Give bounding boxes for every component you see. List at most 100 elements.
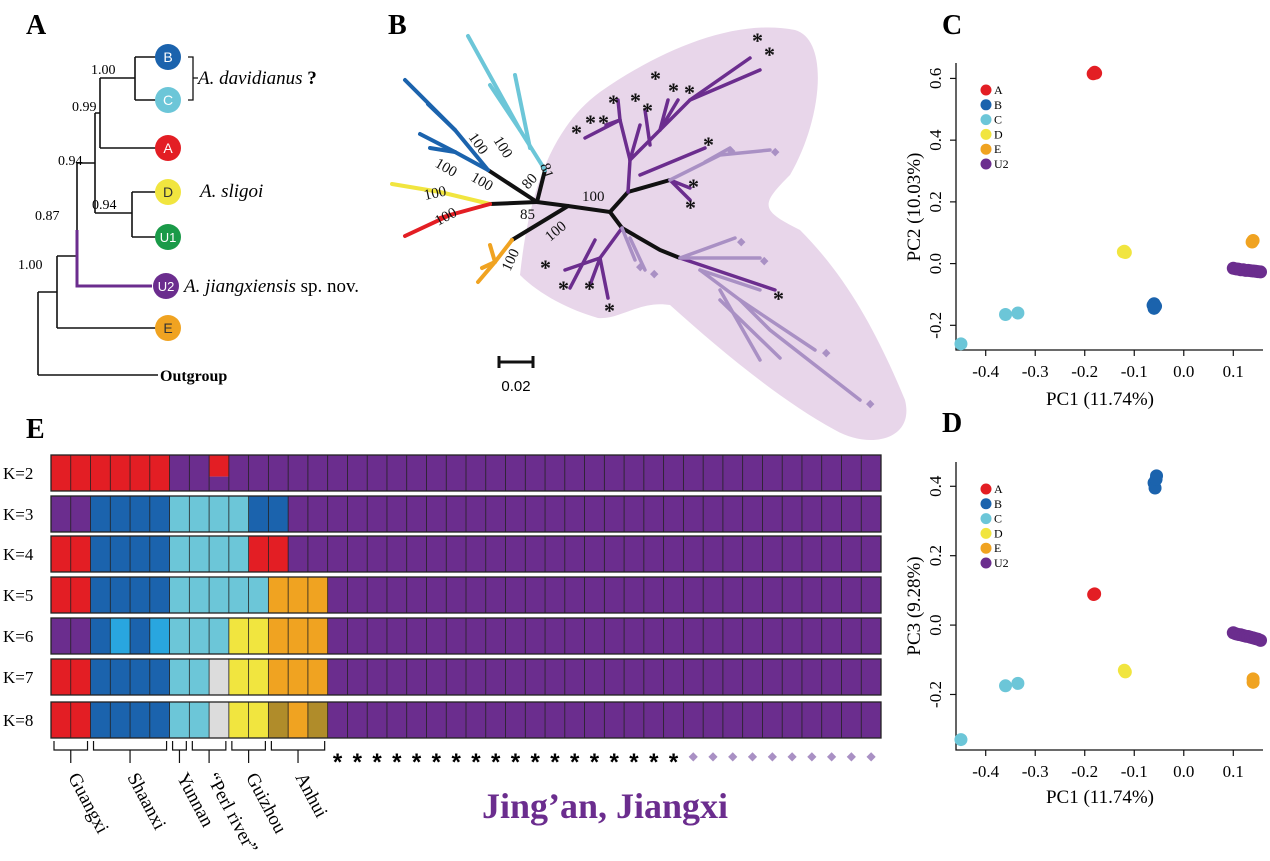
tip-c: C (155, 87, 181, 113)
structure-cell (426, 496, 447, 532)
tree-star: * (703, 132, 714, 157)
tree-diamond: ◆ (822, 347, 831, 359)
structure-cell (525, 702, 546, 738)
tree-diamond: ◆ (760, 255, 769, 267)
pca-point-b (1149, 299, 1163, 313)
structure-cell (248, 577, 269, 613)
structure-cell (505, 577, 526, 613)
structure-cell (209, 476, 229, 491)
y-tick-label: 0.0 (926, 253, 945, 274)
structure-cell (446, 455, 466, 491)
structure-cell (663, 618, 684, 654)
structure-cell (189, 496, 210, 532)
structure-cell (663, 577, 684, 613)
structure-cell (841, 618, 862, 654)
structure-cell (604, 618, 625, 654)
x-tick-label: 0.1 (1223, 362, 1244, 381)
panel-d-label: D (942, 408, 962, 439)
structure-star: * (610, 749, 620, 776)
structure-cell (525, 659, 546, 695)
support-abcdu1: 0.94 (58, 154, 83, 169)
structure-cell (189, 455, 210, 491)
structure-cell (51, 659, 71, 695)
structure-cell (110, 455, 131, 491)
structure-cell (70, 455, 91, 491)
structure-cell (663, 496, 684, 532)
panel-c: C -0.4 -0.3 -0.2 -0.1 0.0 0.1 0.60.40.20.0-0.… (904, 10, 1268, 410)
tip-d-label: D (163, 184, 173, 200)
legend-label-u2: U2 (994, 556, 1009, 570)
x-tick-label: -0.3 (1022, 762, 1049, 781)
structure-cell (307, 455, 328, 491)
structure-cell (70, 659, 91, 695)
support-du1: 0.94 (92, 198, 117, 213)
structure-cell (466, 702, 486, 738)
legend-label-u2: U2 (994, 157, 1009, 171)
structure-cell (801, 496, 822, 532)
structure-cell (268, 577, 289, 613)
support-b10: 85 (520, 207, 535, 223)
structure-cell (169, 496, 190, 532)
y-tick-label: 0.4 (926, 475, 945, 497)
support-e: 1.00 (18, 258, 43, 273)
k-label: K=4 (3, 545, 34, 564)
structure-cell (782, 455, 802, 491)
x-tick-label: -0.2 (1071, 762, 1098, 781)
structure-diamond: ◆ (867, 749, 877, 763)
structure-cell (90, 659, 111, 695)
structure-cell (801, 618, 822, 654)
structure-cell (426, 536, 447, 572)
structure-cell (801, 577, 822, 613)
structure-cell (228, 455, 249, 491)
structure-cell (169, 536, 190, 572)
structure-cell (643, 455, 664, 491)
structure-cell (51, 577, 71, 613)
structure-star: * (570, 749, 580, 776)
structure-cell (683, 659, 704, 695)
structure-cell (821, 536, 842, 572)
structure-cell (90, 618, 111, 654)
structure-cell (90, 536, 111, 572)
pca-point-c (954, 337, 968, 351)
structure-cell (564, 496, 585, 532)
tip-a-label: A (163, 140, 173, 156)
pca-c-yticks: 0.6 0.4 0.2 0.0 -0.2 (926, 68, 956, 339)
structure-cell (624, 659, 644, 695)
structure-cell (347, 577, 368, 613)
structure-cell (525, 496, 546, 532)
tree-star: * (752, 28, 763, 53)
structure-cell (841, 577, 862, 613)
structure-cell (742, 536, 763, 572)
legend-label-e: E (994, 142, 1001, 156)
population-label: Guangxi (63, 769, 112, 837)
pca-point-c (999, 679, 1013, 693)
structure-cell (861, 659, 881, 695)
panel-e-label: E (26, 414, 45, 445)
scale-bar (497, 356, 535, 368)
structure-cell (248, 455, 269, 491)
legend-swatch-b (980, 99, 992, 111)
legend-label-b: B (994, 98, 1002, 112)
structure-cell (406, 659, 427, 695)
structure-cell (386, 536, 407, 572)
structure-cell (722, 455, 743, 491)
structure-cell (406, 536, 427, 572)
structure-cell (110, 536, 131, 572)
clade-b-lines (403, 78, 490, 172)
legend-swatch-c (980, 513, 992, 525)
structure-cell (307, 577, 328, 613)
structure-cell (801, 659, 822, 695)
structure-cell (485, 536, 506, 572)
structure-cell (841, 455, 862, 491)
legend-label-d: D (994, 526, 1003, 540)
structure-cell (169, 702, 190, 738)
x-tick-label: 0.0 (1173, 762, 1194, 781)
structure-cell (643, 577, 664, 613)
support-bc: 1.00 (91, 63, 116, 78)
structure-cell (861, 496, 881, 532)
population-bracket (171, 741, 187, 763)
k-label: K=7 (3, 668, 34, 687)
x-tick-label: -0.3 (1022, 362, 1049, 381)
structure-cell (861, 618, 881, 654)
structure-cell (307, 536, 328, 572)
